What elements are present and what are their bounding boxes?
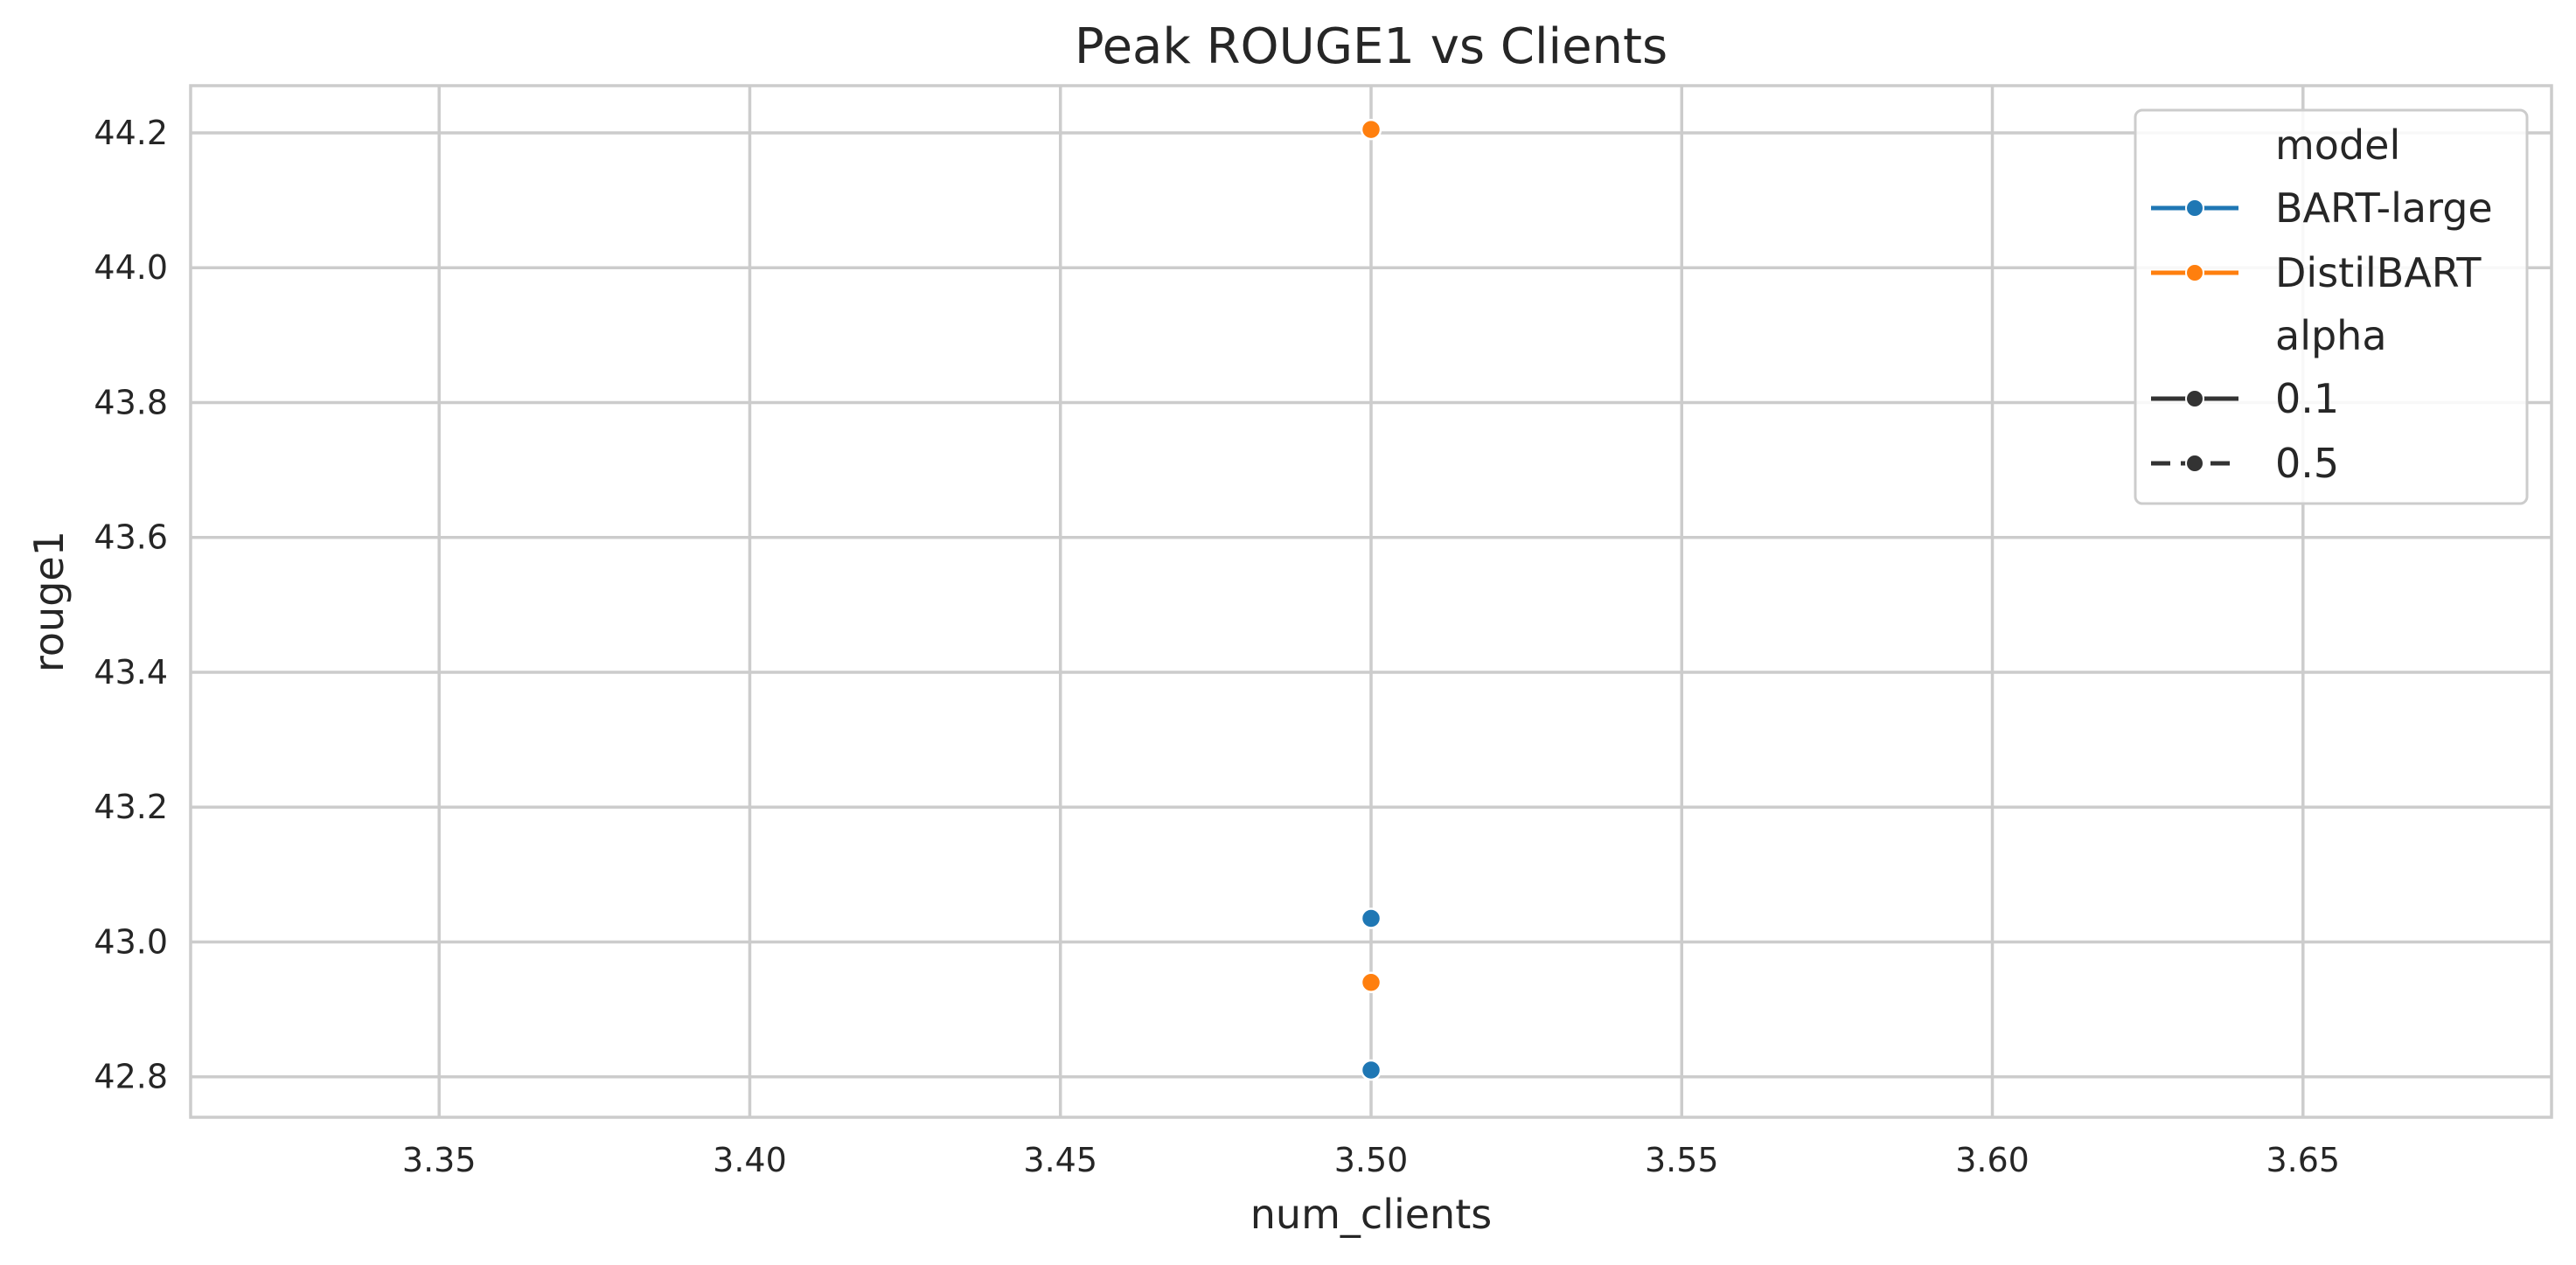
x-tick-label: 3.60 (1955, 1141, 2029, 1179)
data-point-distilbart-alpha-0-5 (1360, 971, 1382, 994)
legend-label-alpha-0-5: 0.5 (2275, 440, 2339, 487)
legend-style-title: alpha (2275, 312, 2387, 359)
legend-marker-bart-large (2185, 198, 2204, 218)
data-points (1360, 118, 1382, 1081)
legend-entry-bart-large: BART-large (2151, 184, 2493, 232)
legend-marker-alpha-0-1 (2185, 389, 2204, 408)
data-point-distilbart-alpha-0-1 (1360, 118, 1382, 141)
x-tick-label: 3.35 (402, 1141, 477, 1179)
x-tick-label: 3.55 (1645, 1141, 1719, 1179)
y-tick-label: 42.8 (94, 1058, 168, 1096)
x-tick-label: 3.50 (1334, 1141, 1409, 1179)
y-tick-label: 44.0 (94, 248, 168, 287)
y-tick-label: 43.6 (94, 518, 168, 557)
y-axis-title: rouge1 (25, 531, 73, 672)
y-tick-label: 43.2 (94, 788, 168, 826)
legend-marker-distilbart (2185, 263, 2204, 282)
chart-title: Peak ROUGE1 vs Clients (1075, 18, 1667, 75)
legend-label-alpha-0-1: 0.1 (2275, 375, 2339, 422)
plot-frame (189, 84, 2553, 1119)
x-axis-title: num_clients (1250, 1191, 1492, 1238)
y-tick-label: 43.0 (94, 922, 168, 961)
legend-marker-alpha-0-5 (2185, 454, 2204, 473)
y-tick-label: 43.4 (94, 653, 168, 692)
y-tick-label: 43.8 (94, 383, 168, 421)
x-tick-labels: 3.35 3.40 3.45 3.50 3.55 3.60 3.65 (402, 1141, 2340, 1179)
x-tick-label: 3.65 (2266, 1141, 2340, 1179)
x-tick-label: 3.40 (713, 1141, 787, 1179)
legend-entry-distilbart: DistilBART (2151, 249, 2482, 296)
legend-label-distilbart: DistilBART (2275, 249, 2482, 296)
data-point-bart-large-alpha-0-1 (1360, 907, 1382, 929)
legend-label-bart-large: BART-large (2275, 184, 2493, 232)
x-tick-label: 3.45 (1023, 1141, 1097, 1179)
legend-hue-title: model (2275, 122, 2400, 169)
data-point-bart-large-alpha-0-5 (1360, 1059, 1382, 1081)
y-tick-labels: 42.8 43.0 43.2 43.4 43.6 43.8 44.0 44.2 (94, 114, 168, 1096)
legend: model BART-large DistilBART alpha 0.1 0.… (2134, 108, 2529, 505)
legend-entry-alpha-0-1: 0.1 (2151, 375, 2339, 422)
legend-entry-alpha-0-5: 0.5 (2151, 440, 2339, 487)
y-tick-label: 44.2 (94, 114, 168, 152)
